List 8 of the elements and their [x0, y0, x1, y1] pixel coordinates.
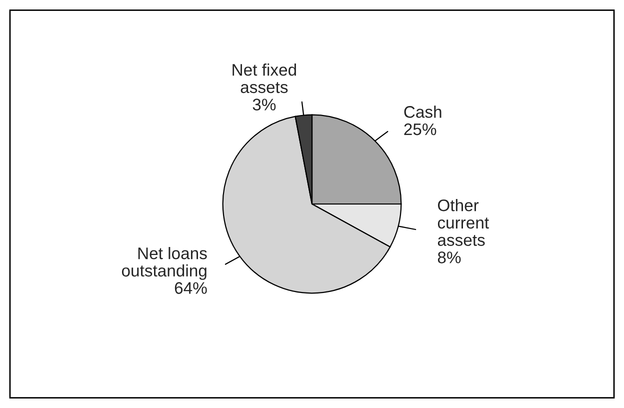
data-label: 8%: [438, 252, 461, 264]
data-label: 25%: [404, 123, 436, 136]
slice-label: Net fixed assets: [232, 64, 296, 94]
slice-label: Cash: [404, 106, 442, 118]
data-label: 3%: [252, 98, 276, 110]
slice-label: Net loans outstanding: [122, 247, 207, 280]
legend-label: Other current assets: [438, 199, 489, 246]
data-label: 64%: [174, 282, 207, 294]
